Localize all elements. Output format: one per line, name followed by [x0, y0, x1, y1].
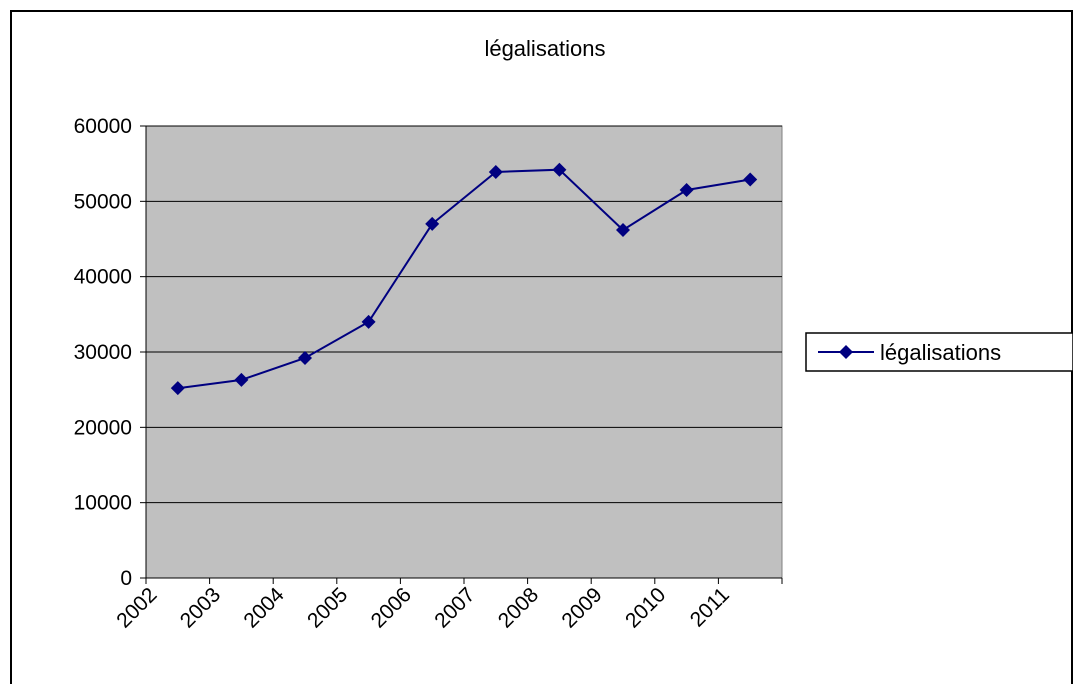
y-tick-label: 20000 [74, 416, 132, 439]
data-point [425, 216, 440, 231]
y-tick-label: 10000 [74, 492, 132, 515]
axes [140, 125, 783, 584]
x-tick-label: 2004 [239, 583, 289, 633]
chart-title: légalisations [484, 36, 605, 61]
legend: légalisations [805, 332, 1073, 372]
x-tick-label: 2010 [621, 583, 670, 632]
legend-marker-swatch [839, 345, 853, 359]
y-tick-label: 0 [120, 567, 132, 590]
y-tick-label: 30000 [74, 341, 132, 364]
x-tick-labels: 2002 2003 2004 2005 2006 2007 2008 2009 2010 2011 [112, 583, 734, 633]
series-line [177, 168, 751, 390]
x-tick-label: 2008 [494, 583, 543, 632]
y-tick-labels: 0 10000 20000 30000 40000 50000 60000 [74, 115, 132, 590]
data-point [488, 164, 503, 179]
x-tick-label: 2007 [430, 583, 479, 632]
y-tick-label: 50000 [74, 190, 132, 213]
y-tick-label: 40000 [74, 266, 132, 289]
y-tick-label: 60000 [74, 115, 132, 138]
legend-label: légalisations [880, 340, 1001, 365]
x-tick-label: 2011 [686, 583, 734, 631]
x-tick-label: 2002 [112, 583, 161, 632]
x-tick-label: 2009 [557, 583, 606, 632]
data-point [170, 381, 185, 396]
data-point [552, 162, 567, 177]
data-point [679, 183, 694, 198]
data-point [743, 172, 758, 187]
data-point [361, 314, 376, 329]
x-tick-label: 2005 [303, 583, 352, 632]
gridlines [146, 125, 782, 504]
x-tick-label: 2006 [367, 583, 416, 632]
data-point [234, 372, 249, 387]
data-point [298, 351, 312, 366]
data-point [616, 222, 630, 237]
x-tick-label: 2003 [176, 583, 225, 632]
series-layer [170, 162, 758, 396]
